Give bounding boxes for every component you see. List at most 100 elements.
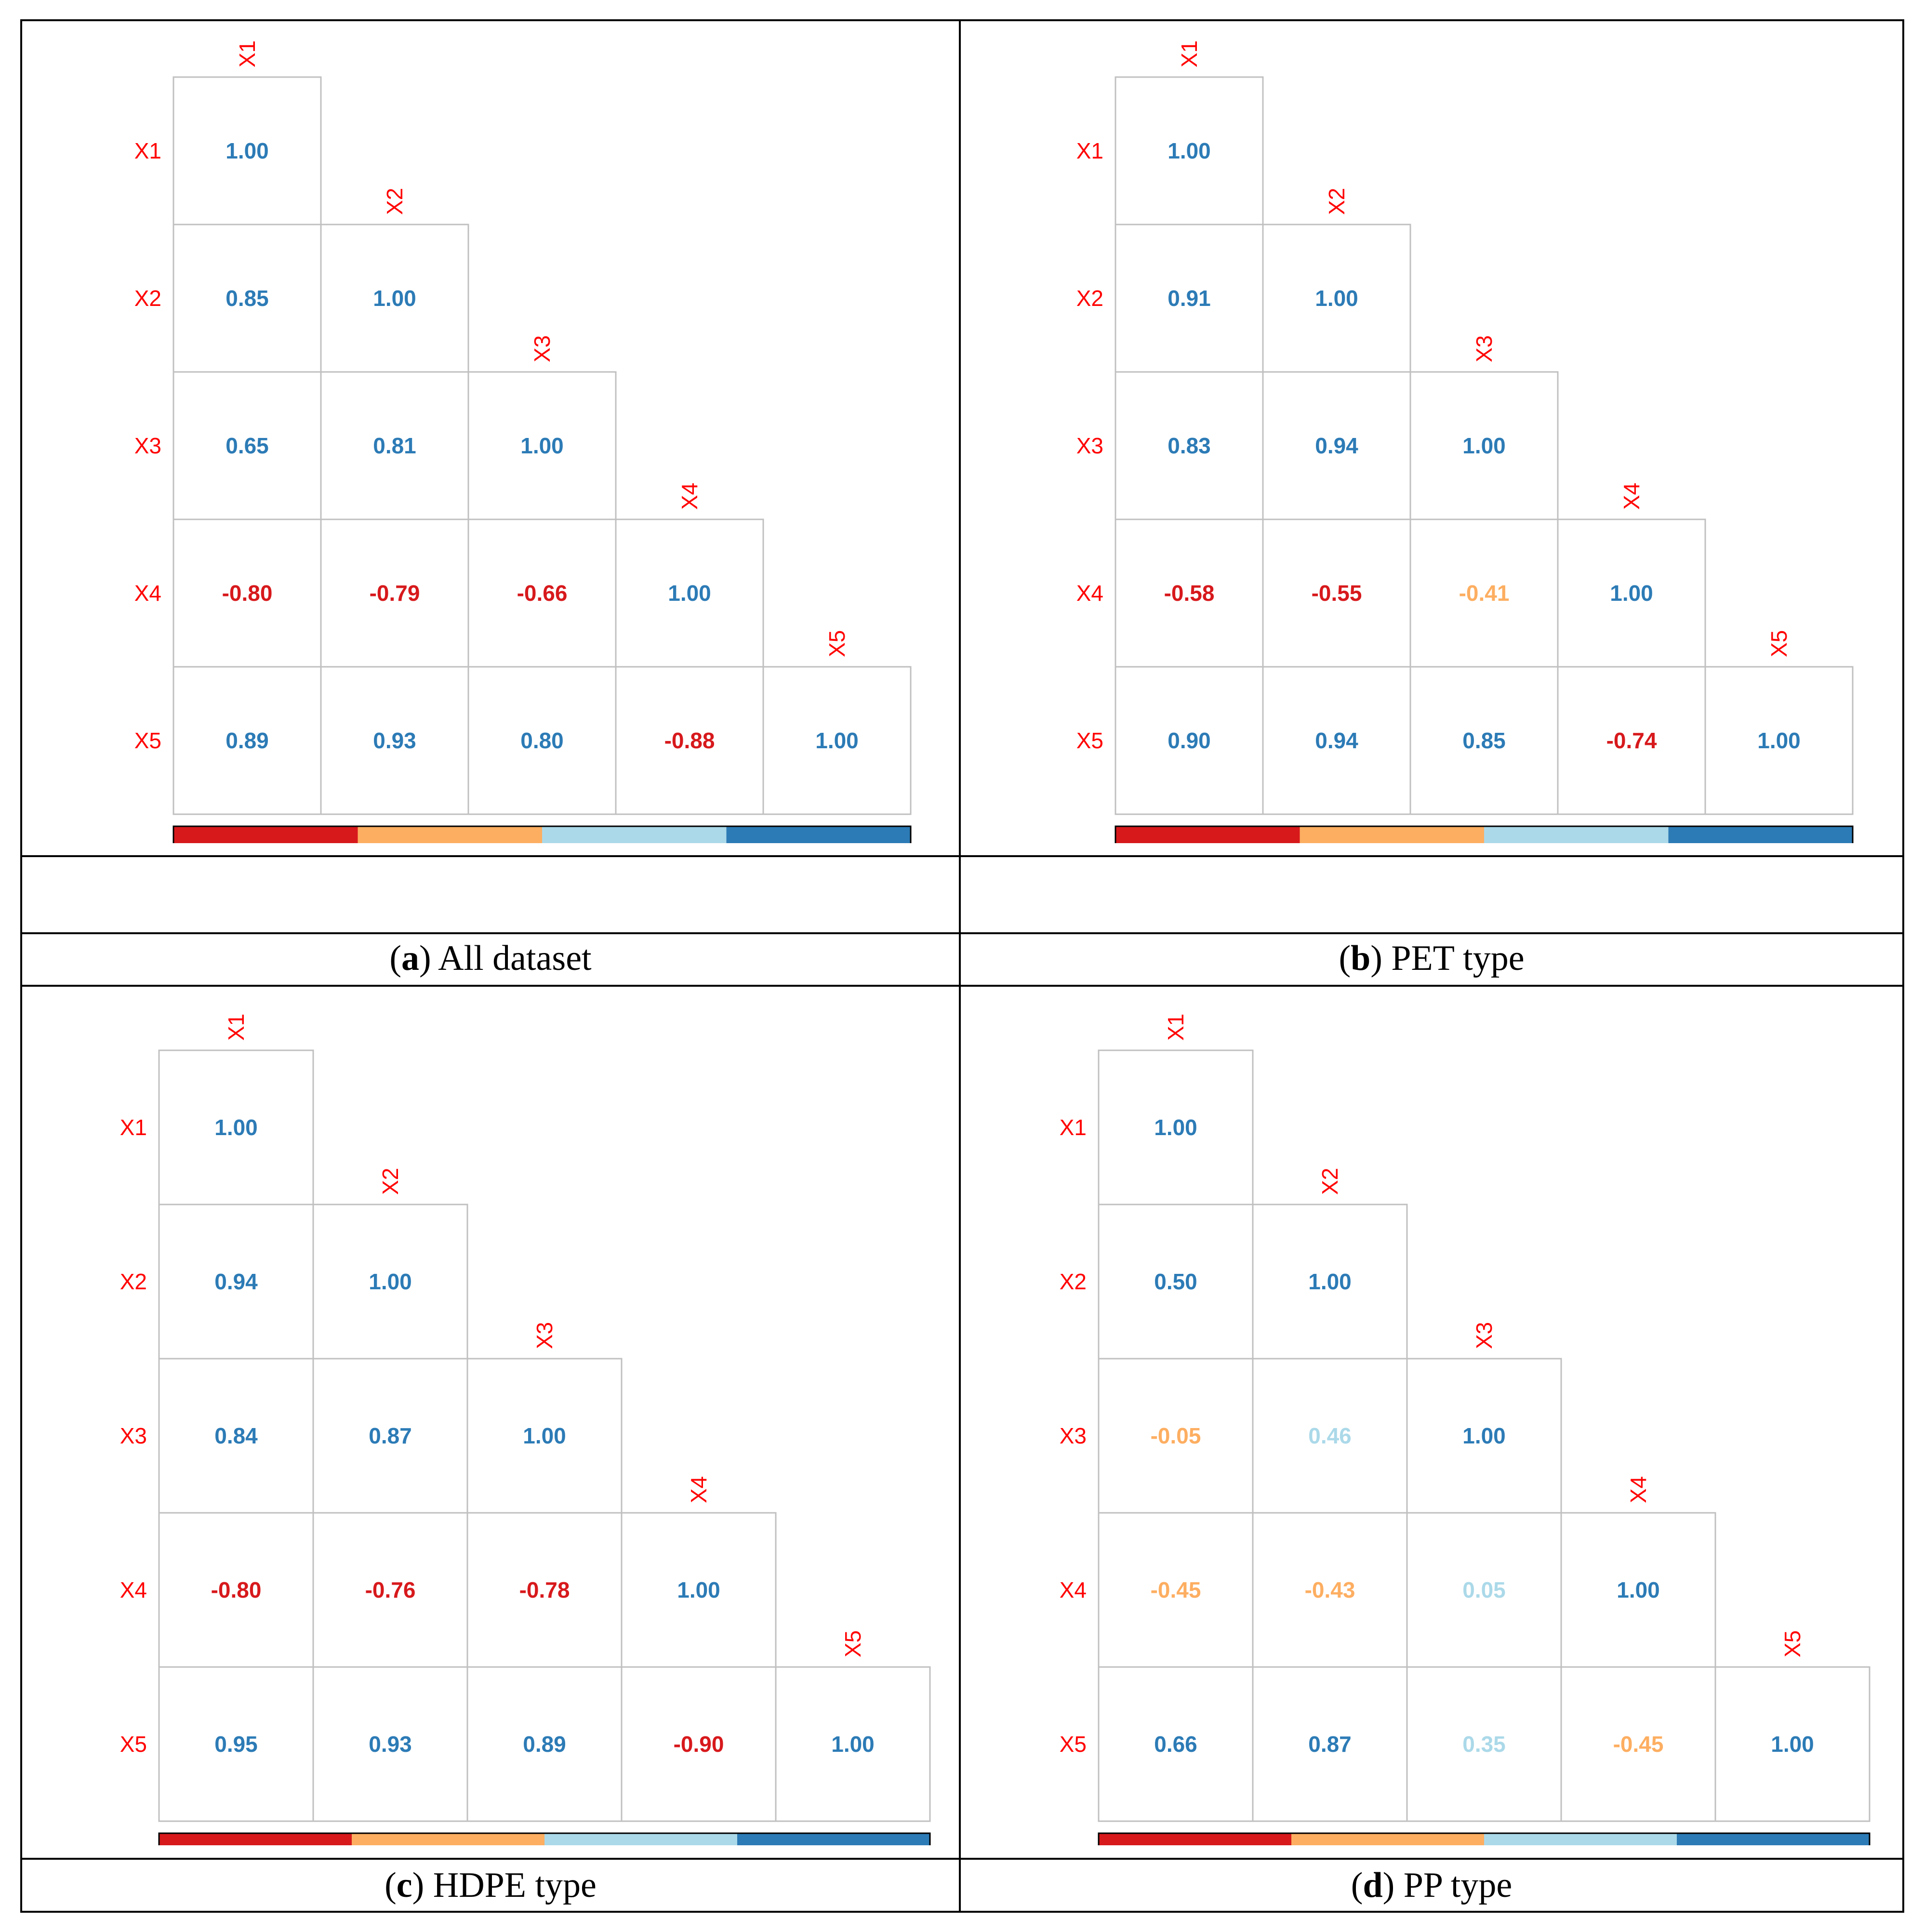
matrix-cell: [1252, 1358, 1408, 1514]
correlation-value: 0.89: [523, 1732, 566, 1757]
matrix-cell: [158, 1512, 314, 1668]
correlation-value: -0.78: [519, 1577, 570, 1602]
colorbar-frame: [1098, 1832, 1871, 1845]
correlogram-d: 1.00 0.50 1.00 -0.05 0.46 1.00 -0.45 -0.43 0.05 1…: [1060, 1014, 1871, 1845]
correlation-value: 0.89: [226, 728, 269, 753]
caption-letter: a: [401, 939, 420, 978]
matrix-cell: [1714, 1666, 1871, 1822]
colorbar-segment: [1668, 826, 1853, 843]
matrix-cell: [312, 1512, 468, 1668]
caption-letter: d: [1363, 1866, 1383, 1905]
matrix-cell: [621, 1666, 777, 1822]
colorbar-segment: [1300, 826, 1484, 843]
column-label: X2: [378, 1168, 403, 1195]
correlation-value: -0.55: [1312, 581, 1362, 606]
correlation-value: -0.66: [517, 581, 568, 606]
colorbar-segment: [1099, 1833, 1291, 1845]
correlation-value: 1.00: [214, 1115, 258, 1140]
row-label: X3: [1060, 1423, 1087, 1448]
correlation-value: 1.00: [1617, 1577, 1660, 1602]
column-label: X3: [532, 1322, 557, 1349]
caption-letter: c: [396, 1866, 412, 1905]
correlation-value: 0.80: [520, 728, 564, 753]
matrix-cell: [1409, 666, 1559, 815]
correlation-value: 0.35: [1462, 1732, 1506, 1757]
column-label: X4: [1626, 1476, 1651, 1503]
matrix-cell: [467, 371, 617, 520]
row-label: X5: [1076, 728, 1103, 753]
outer-right-border: [1902, 19, 1904, 1913]
correlation-value: 0.93: [369, 1732, 412, 1757]
matrix-cell: [615, 666, 764, 815]
matrix-cell: [1557, 666, 1706, 815]
outer-left-border: [20, 19, 22, 1913]
correlation-value: 0.91: [1168, 286, 1211, 311]
correlation-value: -0.43: [1305, 1577, 1355, 1602]
correlation-value: -0.90: [674, 1732, 724, 1757]
correlogram-a: 1.00 0.85 1.00 0.65 0.81 1.00 -0.80 -0.79 -0.66 1…: [134, 40, 912, 843]
row-rule-3: [20, 985, 1904, 987]
matrix-cell: [158, 1049, 314, 1205]
column-label: X4: [1619, 483, 1644, 510]
colorbar-segment: [544, 1833, 737, 1845]
matrix-cell: [172, 518, 322, 668]
matrix-cell: [1115, 76, 1264, 225]
column-label: X4: [677, 483, 702, 510]
column-label: X5: [1780, 1630, 1805, 1657]
correlation-value: -0.45: [1151, 1577, 1201, 1602]
row-label: X2: [1060, 1269, 1087, 1294]
caption-a: (a) All dataset: [389, 939, 592, 978]
correlation-value: 1.00: [1168, 138, 1211, 163]
correlation-value: 1.00: [520, 433, 564, 458]
correlation-value: 1.00: [1462, 1423, 1506, 1448]
row-rule-1: [20, 855, 1904, 857]
correlation-value: -0.79: [370, 581, 420, 606]
column-label: X3: [530, 335, 555, 362]
caption-text: PP type: [1403, 1866, 1513, 1905]
correlation-value: 0.94: [214, 1269, 258, 1294]
column-label: X4: [686, 1476, 711, 1503]
correlation-value: 0.84: [214, 1423, 258, 1448]
row-label: X3: [134, 433, 161, 458]
colorbar-segment: [726, 826, 911, 843]
caption-b: (b) PET type: [1339, 939, 1525, 978]
matrix-cell: [320, 371, 469, 520]
matrix-cell: [312, 1204, 468, 1360]
row-rule-4: [20, 1858, 1904, 1860]
correlation-value: 0.87: [1308, 1732, 1352, 1757]
correlation-value: 0.81: [373, 433, 416, 458]
matrix-cell: [172, 224, 322, 373]
correlation-value: 1.00: [1308, 1269, 1352, 1294]
correlation-value: 1.00: [523, 1423, 566, 1448]
row-label: X2: [1076, 286, 1103, 311]
center-divider: [959, 19, 961, 1913]
matrix-cell: [1098, 1358, 1254, 1514]
colorbar-segment: [1291, 1833, 1484, 1845]
colorbar-segment: [542, 826, 727, 843]
column-label: X2: [1317, 1168, 1342, 1195]
correlation-value: 0.83: [1168, 433, 1211, 458]
matrix-cell: [615, 518, 764, 668]
column-label: X2: [1324, 188, 1349, 215]
matrix-cell: [1262, 224, 1411, 373]
caption-text: HDPE type: [433, 1866, 597, 1905]
correlation-value: 1.00: [226, 138, 269, 163]
panel-b: 1.00 0.91 1.00 0.83 0.94 1.00 -0.58 -0.55 -0.41 1…: [1034, 34, 1867, 843]
matrix-cell: [621, 1512, 777, 1668]
correlation-value: -0.76: [365, 1577, 416, 1602]
matrix-cell: [172, 371, 322, 520]
colorbar-segment: [173, 826, 358, 843]
matrix-cell: [1098, 1049, 1254, 1205]
column-label: X1: [1177, 40, 1202, 67]
correlation-value: 0.65: [226, 433, 269, 458]
correlation-value: 1.00: [1771, 1732, 1814, 1757]
row-label: X5: [120, 1732, 147, 1757]
panel-d: 1.00 0.50 1.00 -0.05 0.46 1.00 -0.45 -0.43 0.05 1…: [1017, 1007, 1884, 1845]
row-label: X1: [1060, 1115, 1087, 1140]
matrix-cell: [1406, 1512, 1562, 1668]
row-label: X4: [1076, 581, 1103, 606]
matrix-cell: [1115, 518, 1264, 668]
correlogram-b: 1.00 0.91 1.00 0.83 0.94 1.00 -0.58 -0.55 -0.41 1…: [1076, 40, 1854, 843]
colorbar-segment: [1484, 826, 1669, 843]
correlation-value: 1.00: [1462, 433, 1506, 458]
